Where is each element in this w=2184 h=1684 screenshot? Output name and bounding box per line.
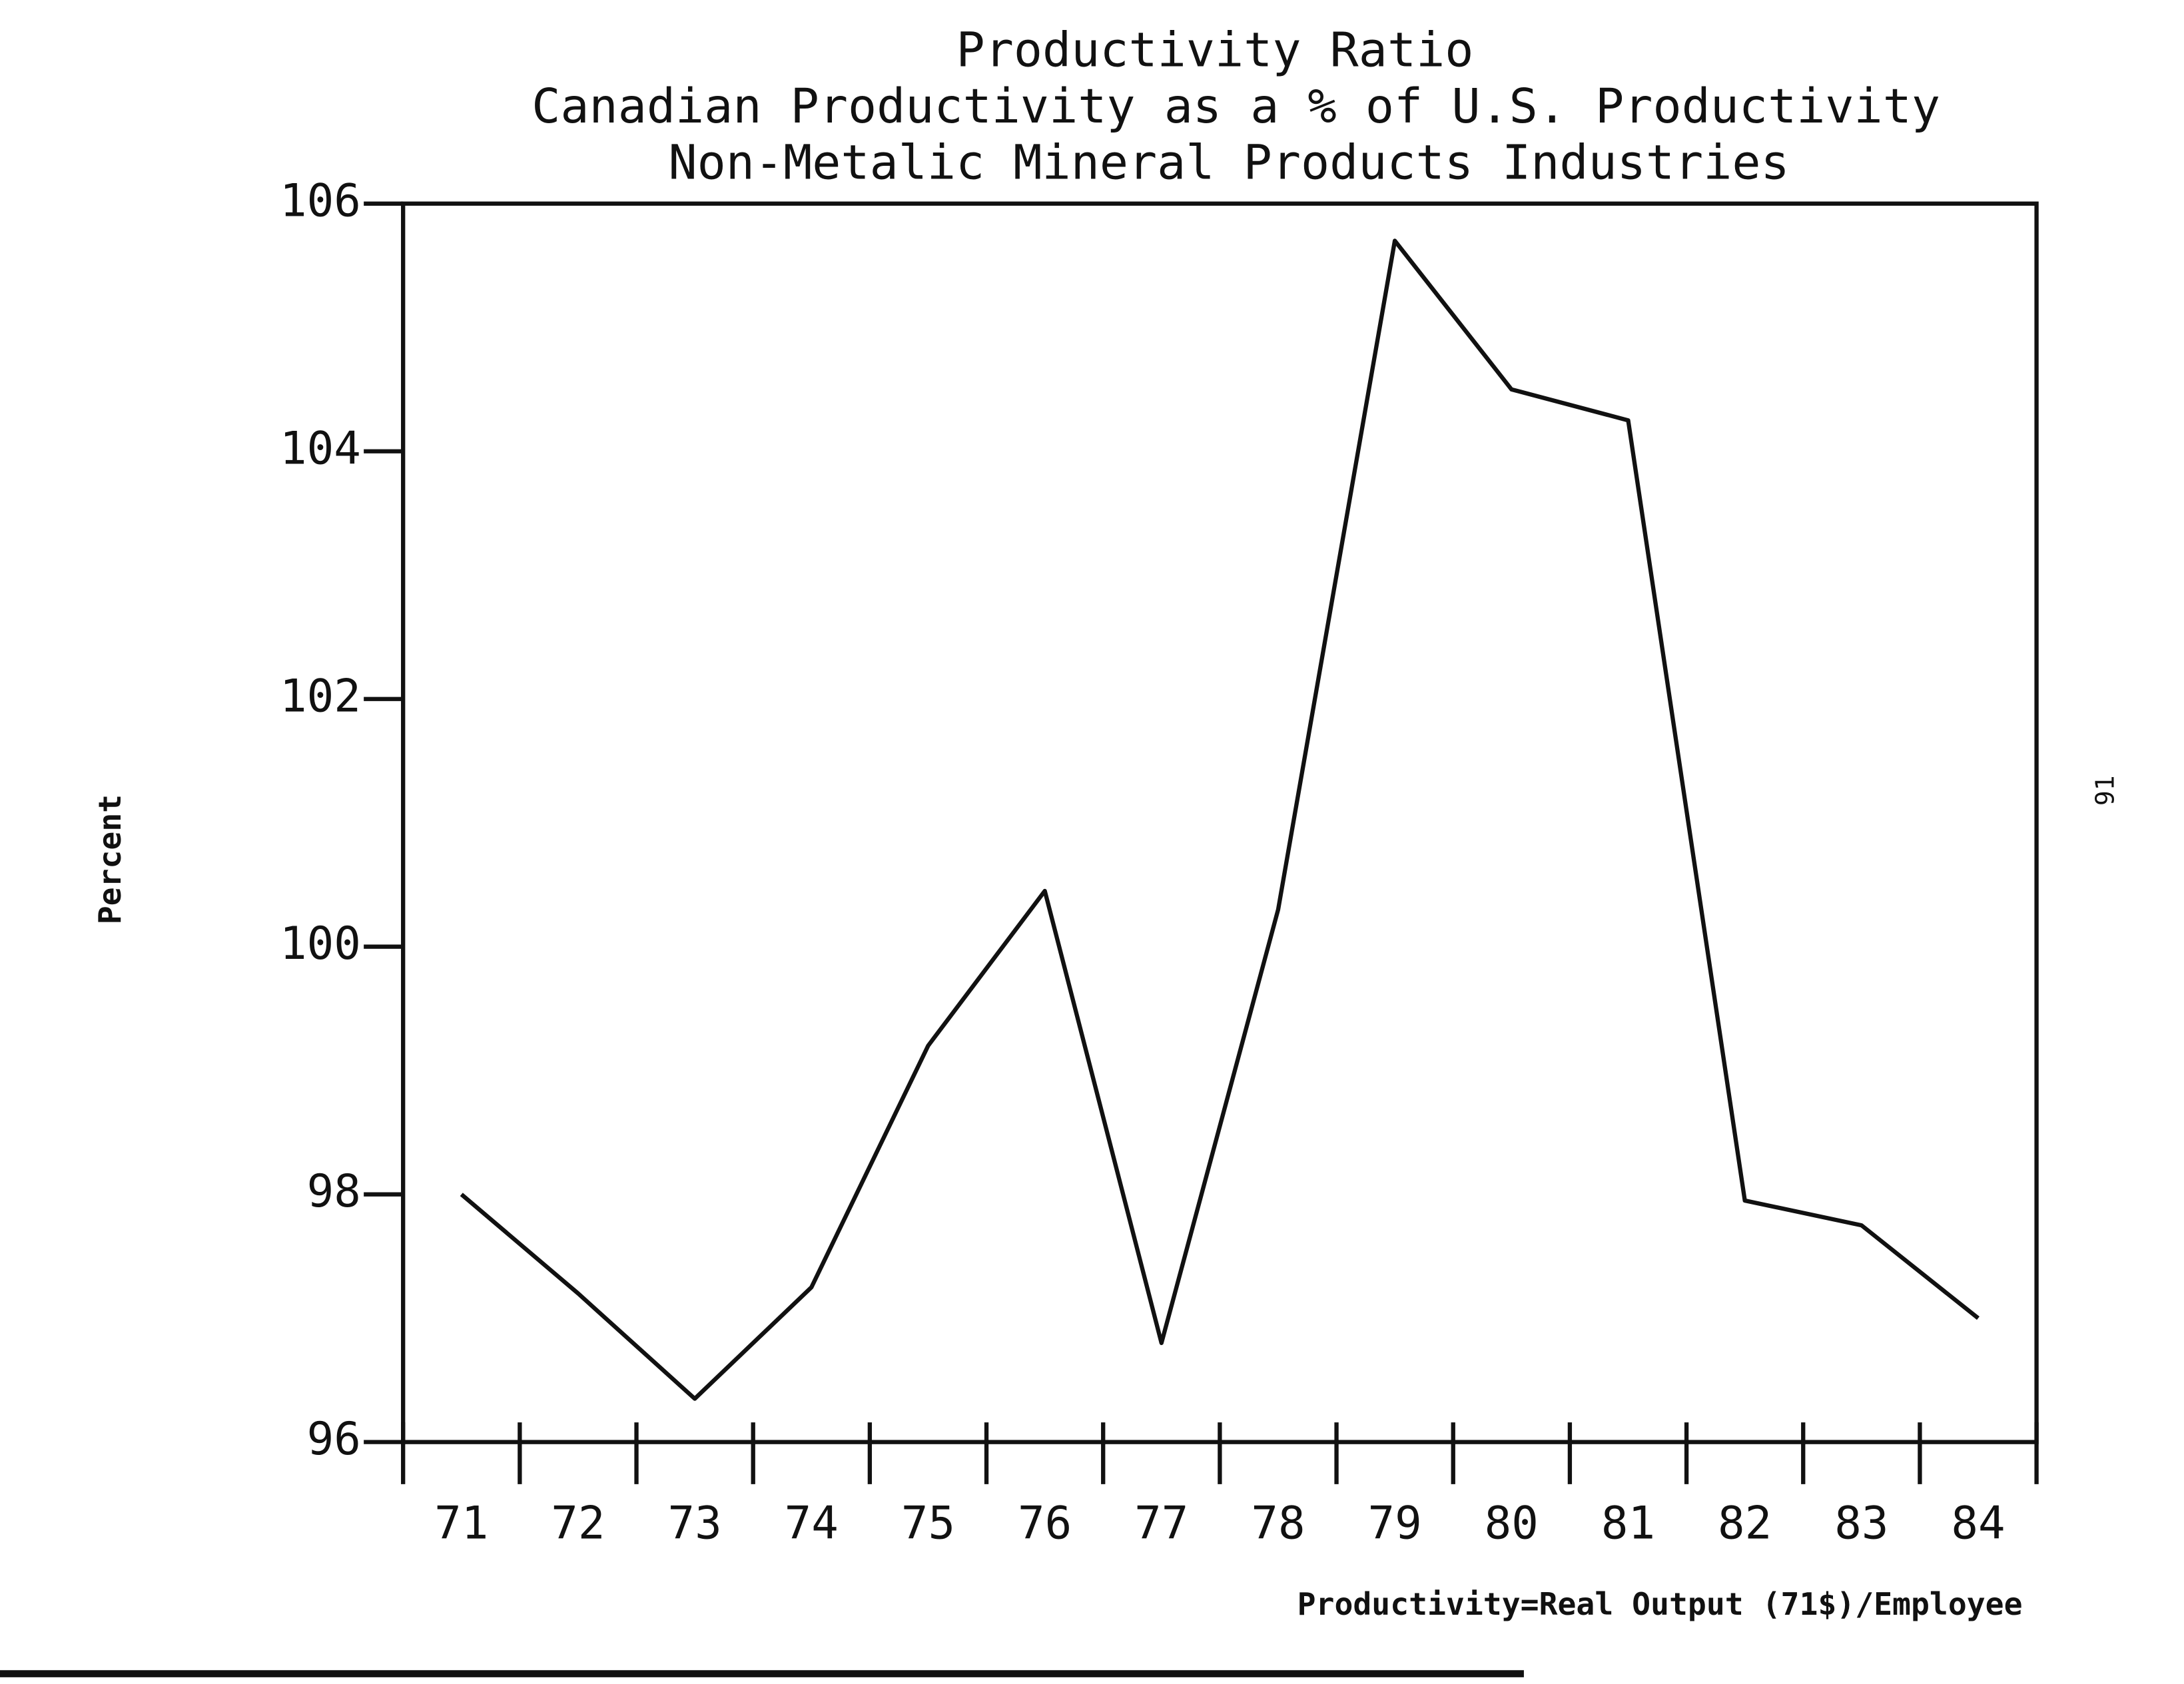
- y-tick-label: 104: [280, 421, 361, 474]
- y-tick-label: 102: [280, 669, 361, 722]
- x-tick-label: 77: [1134, 1497, 1188, 1549]
- x-tick-label: 71: [434, 1497, 488, 1549]
- x-tick-label: 79: [1368, 1497, 1422, 1549]
- y-axis-label: Percent: [92, 794, 128, 924]
- x-tick-label: 74: [785, 1497, 839, 1549]
- x-tick-label: 80: [1485, 1497, 1539, 1549]
- x-tick-label: 76: [1018, 1497, 1072, 1549]
- chart-subtitle: Non-Metalic Mineral Products Industries: [668, 134, 1789, 190]
- x-tick-label: 75: [901, 1497, 955, 1549]
- x-tick-label: 84: [1951, 1497, 2005, 1549]
- x-tick-label: 72: [551, 1497, 605, 1549]
- x-tick-label: 82: [1718, 1497, 1772, 1549]
- y-tick-label: 106: [280, 174, 361, 226]
- y-tick-label: 98: [307, 1165, 361, 1217]
- page-number: 91: [2091, 775, 2120, 806]
- x-tick-label: 78: [1251, 1497, 1305, 1549]
- y-tick-label: 100: [280, 917, 361, 970]
- chart-title: Productivity Ratio: [956, 22, 1474, 78]
- x-tick-label: 81: [1601, 1497, 1655, 1549]
- x-note: Productivity=Real Output (71$)/Employee: [1297, 1586, 2023, 1622]
- y-tick-label: 96: [307, 1412, 361, 1465]
- x-tick-label: 73: [667, 1497, 721, 1549]
- x-tick-label: 83: [1834, 1497, 1888, 1549]
- chart-subtitle: Canadian Productivity as a % of U.S. Pro…: [532, 78, 1940, 134]
- data-line: [460, 238, 1980, 1401]
